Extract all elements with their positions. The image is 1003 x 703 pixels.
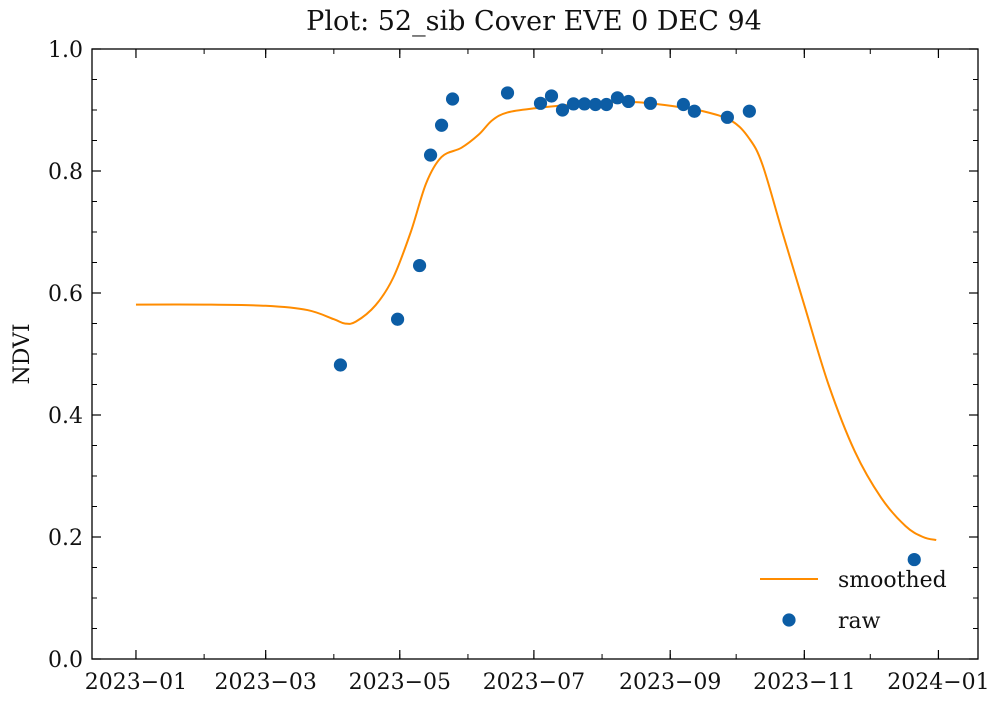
data-point-raw <box>907 552 921 567</box>
legend: smoothed raw <box>760 568 947 634</box>
x-tick-label: 2023−07 <box>483 670 585 695</box>
x-tick-label: 2023−11 <box>753 670 855 695</box>
data-point-raw <box>390 312 405 326</box>
y-tick-label: 0.8 <box>48 160 83 185</box>
data-point-raw <box>687 104 701 118</box>
data-point-raw <box>333 358 348 372</box>
data-point-raw <box>720 110 734 124</box>
data-point-raw <box>544 89 559 103</box>
data-point-raw <box>621 94 636 109</box>
legend-label-smoothed: smoothed <box>838 568 947 593</box>
data-point-raw <box>599 97 614 112</box>
data-point-raw <box>434 118 449 132</box>
data-point-raw <box>445 92 460 106</box>
x-tick-label: 2023−09 <box>619 670 721 695</box>
data-point-raw <box>742 104 756 118</box>
axis-ticks: 0.0 0.2 0.4 0.6 0.8 1.0 2023−01 2023−03 2023−05 2… <box>48 38 990 695</box>
series-layer <box>135 86 937 567</box>
y-tick-label: 0.0 <box>48 648 83 673</box>
x-tick-label: 2023−05 <box>349 670 451 695</box>
data-point-raw <box>610 91 625 105</box>
data-point-raw <box>500 86 515 100</box>
y-axis-label: NDVI <box>10 323 35 384</box>
data-point-raw <box>588 97 603 112</box>
data-point-raw <box>643 96 658 110</box>
x-tick-label: 2023−01 <box>85 670 187 695</box>
y-tick-label: 0.2 <box>48 526 83 551</box>
data-point-raw <box>412 258 427 273</box>
x-tick-label: 2023−03 <box>214 670 316 695</box>
data-point-raw <box>423 148 438 162</box>
legend-label-raw: raw <box>838 609 881 634</box>
chart-title: Plot: 52_sib Cover EVE 0 DEC 94 <box>306 6 762 37</box>
data-point-raw <box>566 97 581 111</box>
y-tick-label: 0.4 <box>48 404 83 429</box>
data-point-raw <box>533 96 548 110</box>
data-point-raw <box>676 97 690 112</box>
data-point-raw <box>577 97 592 111</box>
data-point-raw <box>555 103 570 117</box>
y-tick-label: 0.6 <box>48 282 83 307</box>
x-tick-label: 2024−01 <box>887 670 989 695</box>
y-tick-label: 1.0 <box>48 38 83 63</box>
legend-swatch-raw <box>782 613 796 627</box>
